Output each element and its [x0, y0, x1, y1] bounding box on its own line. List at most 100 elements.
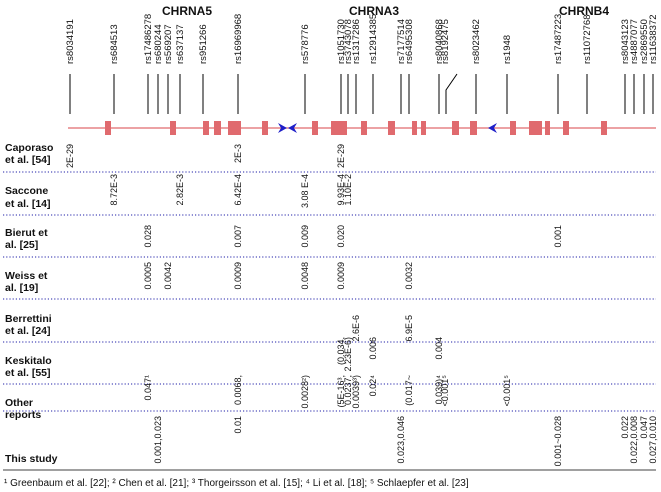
pvalue-rs16969968: 6.42E-4	[233, 174, 243, 206]
pvalue-rs684513: 8.72E-3	[109, 174, 119, 206]
snp-label-rs16969968: rs16969968	[233, 14, 244, 64]
snp-label-rs578776: rs578776	[300, 24, 311, 64]
snp-label-rs12914385: rs12914385	[368, 14, 379, 64]
snp-label-rs11638372: rs11638372	[648, 15, 659, 64]
pvalue-rs17486278: 0.0005	[143, 262, 153, 290]
study-label-row-6: et al. [55]	[5, 367, 51, 379]
study-label-row-7: reports	[5, 409, 41, 421]
exon-4	[214, 121, 221, 135]
study-label-row-7: Other	[5, 397, 33, 409]
exon-8	[331, 121, 347, 135]
pvalue-rs17486278: 0.047¹	[143, 375, 153, 401]
strand-arrow-right	[278, 123, 287, 133]
snp-label-rs17487223: rs17487223	[553, 14, 564, 64]
gene-label-chrna3: CHRNA3	[349, 4, 399, 18]
footnote: ¹ Greenbaum et al. [22]; ² Chen et al. […	[3, 469, 656, 489]
pvalue-rs16969968: 0.007	[233, 225, 243, 248]
snp-label-rs3743078: rs3743078	[343, 19, 354, 64]
pvalue-rs1051730: 0.020	[336, 225, 346, 248]
study-label-row-8: This study	[5, 453, 58, 465]
pvalue-rs8040868: 0.004	[434, 337, 444, 360]
study-label-row-1: et al. [54]	[5, 154, 51, 166]
snp-label-rs1317286: rs1317286	[351, 19, 362, 64]
pvalue-rs12914385: 0.02⁴	[368, 375, 378, 397]
exon-14	[470, 121, 477, 135]
pvalue-rs16969968: 0.01	[233, 416, 243, 434]
pvalue-rs17487223: 0.001~0.028	[553, 416, 563, 466]
strand-arrow-left-cHRNB4	[488, 123, 497, 133]
exon-12	[421, 121, 426, 135]
pvalue-rs12914385: 0.006	[368, 337, 378, 360]
study-label-row-3: al. [25]	[5, 239, 38, 251]
study-label-row-1: Caporaso	[5, 142, 53, 154]
exon-1	[105, 121, 111, 135]
pvalue-rs578776: 0.009	[300, 225, 310, 248]
snp-label-rs11072768: rs11072768	[582, 15, 593, 64]
snp-label-rs17486278: rs17486278	[143, 14, 154, 64]
snp-label-rs2869550: rs2869550	[639, 19, 650, 64]
exon-3	[203, 121, 209, 135]
pvalue-rs1948: <0.001⁵	[502, 375, 512, 407]
pvalue-rs11638372: 0.027,0.010	[648, 416, 658, 464]
exon-19	[601, 121, 607, 135]
pvalue-rs8034191: 2E-29	[65, 144, 75, 168]
snp-label-rs8192475: rs8192475	[440, 19, 451, 64]
pvalue-rs578776: 0.0048	[300, 262, 310, 290]
exon-9	[361, 121, 367, 135]
exon-5	[228, 121, 241, 135]
exon-16	[529, 121, 542, 135]
exon-13	[452, 121, 459, 135]
pvalue-rs569207: 0.0042	[163, 262, 173, 290]
pvalue-rs1051730: (0.034,	[336, 337, 346, 365]
snp-label-rs684513: rs684513	[109, 24, 120, 64]
pvalue-rs1051730: (5E-16³,	[336, 375, 346, 408]
pvalue-rs637137: 2.82E-3	[175, 174, 185, 206]
pvalue-rs1051730: 2E-29	[336, 144, 346, 168]
snp-label-rs8023462: rs8023462	[471, 19, 482, 64]
gene-track	[68, 121, 656, 135]
pvalue-rs3743078: 0.0237,	[343, 375, 353, 405]
exon-7	[312, 121, 318, 135]
pvalue-rs17487223: 0.001	[553, 225, 563, 248]
snp-label-rs1051730: rs1051730	[336, 19, 347, 64]
exon-17	[545, 121, 550, 135]
pvalue-rs16969968: 2E-3	[233, 144, 243, 163]
footnote-text: ¹ Greenbaum et al. [22]; ² Chen et al. […	[4, 478, 469, 489]
snp-label-rs680244: rs680244	[153, 24, 164, 64]
gene-labels: CHRNA5 CHRNA3 CHRNB4	[162, 4, 609, 18]
pvalue-rs1051730: 9.93E-4	[336, 174, 346, 206]
pvalue-rs3743078: 2.23E-6)	[343, 337, 353, 372]
study-label-row-4: Weiss et	[5, 270, 48, 282]
pvalue-rs1317286: 0.0039³)	[351, 375, 361, 409]
pvalue-rs2869550: 0.047	[639, 416, 649, 439]
snp-label-rs4887077: rs4887077	[629, 19, 640, 64]
snp-label-rs1948: rs1948	[502, 35, 513, 64]
exon-18	[563, 121, 569, 135]
exon-11	[412, 121, 417, 135]
exon-2	[170, 121, 176, 135]
pvalue-rs8040868: 0.039)⁴	[434, 375, 444, 405]
snp-label-rs7177514: rs7177514	[396, 19, 407, 64]
snp-label-rs637137: rs637137	[175, 24, 186, 64]
pvalue-rs1317286: 2.6E-6	[351, 315, 361, 342]
exon-10	[388, 121, 395, 135]
study-label-row-5: et al. [24]	[5, 325, 51, 337]
study-label-row-6: Keskitalo	[5, 355, 52, 367]
snp-labels: rs8034191 rs684513 rs17486278 rs680244 rs569…	[65, 14, 659, 64]
gene-label-chrnb4: CHRNB4	[559, 4, 609, 18]
gene-label-chrna5: CHRNA5	[162, 4, 212, 18]
snp-stalk-rs8192475	[445, 73, 458, 114]
study-label-row-2: et al. [14]	[5, 198, 51, 210]
pvalue-rs7177514: 0.023,0.046	[396, 416, 406, 464]
snp-position-stalks	[69, 73, 654, 114]
pvalue-rs17486278: 0.028	[143, 225, 153, 248]
pvalue-rs4887077: 0.022,0.008	[629, 416, 639, 464]
pvalue-rs8043123: 0.022	[620, 416, 630, 439]
snp-label-rs6495308: rs6495308	[404, 19, 415, 64]
snp-label-rs8034191: rs8034191	[65, 19, 76, 64]
pvalue-rs578776: 3.08 E-4	[300, 174, 310, 208]
pvalue-rs16969968: 0.0009	[233, 262, 243, 290]
snp-label-rs8043123: rs8043123	[620, 19, 631, 64]
